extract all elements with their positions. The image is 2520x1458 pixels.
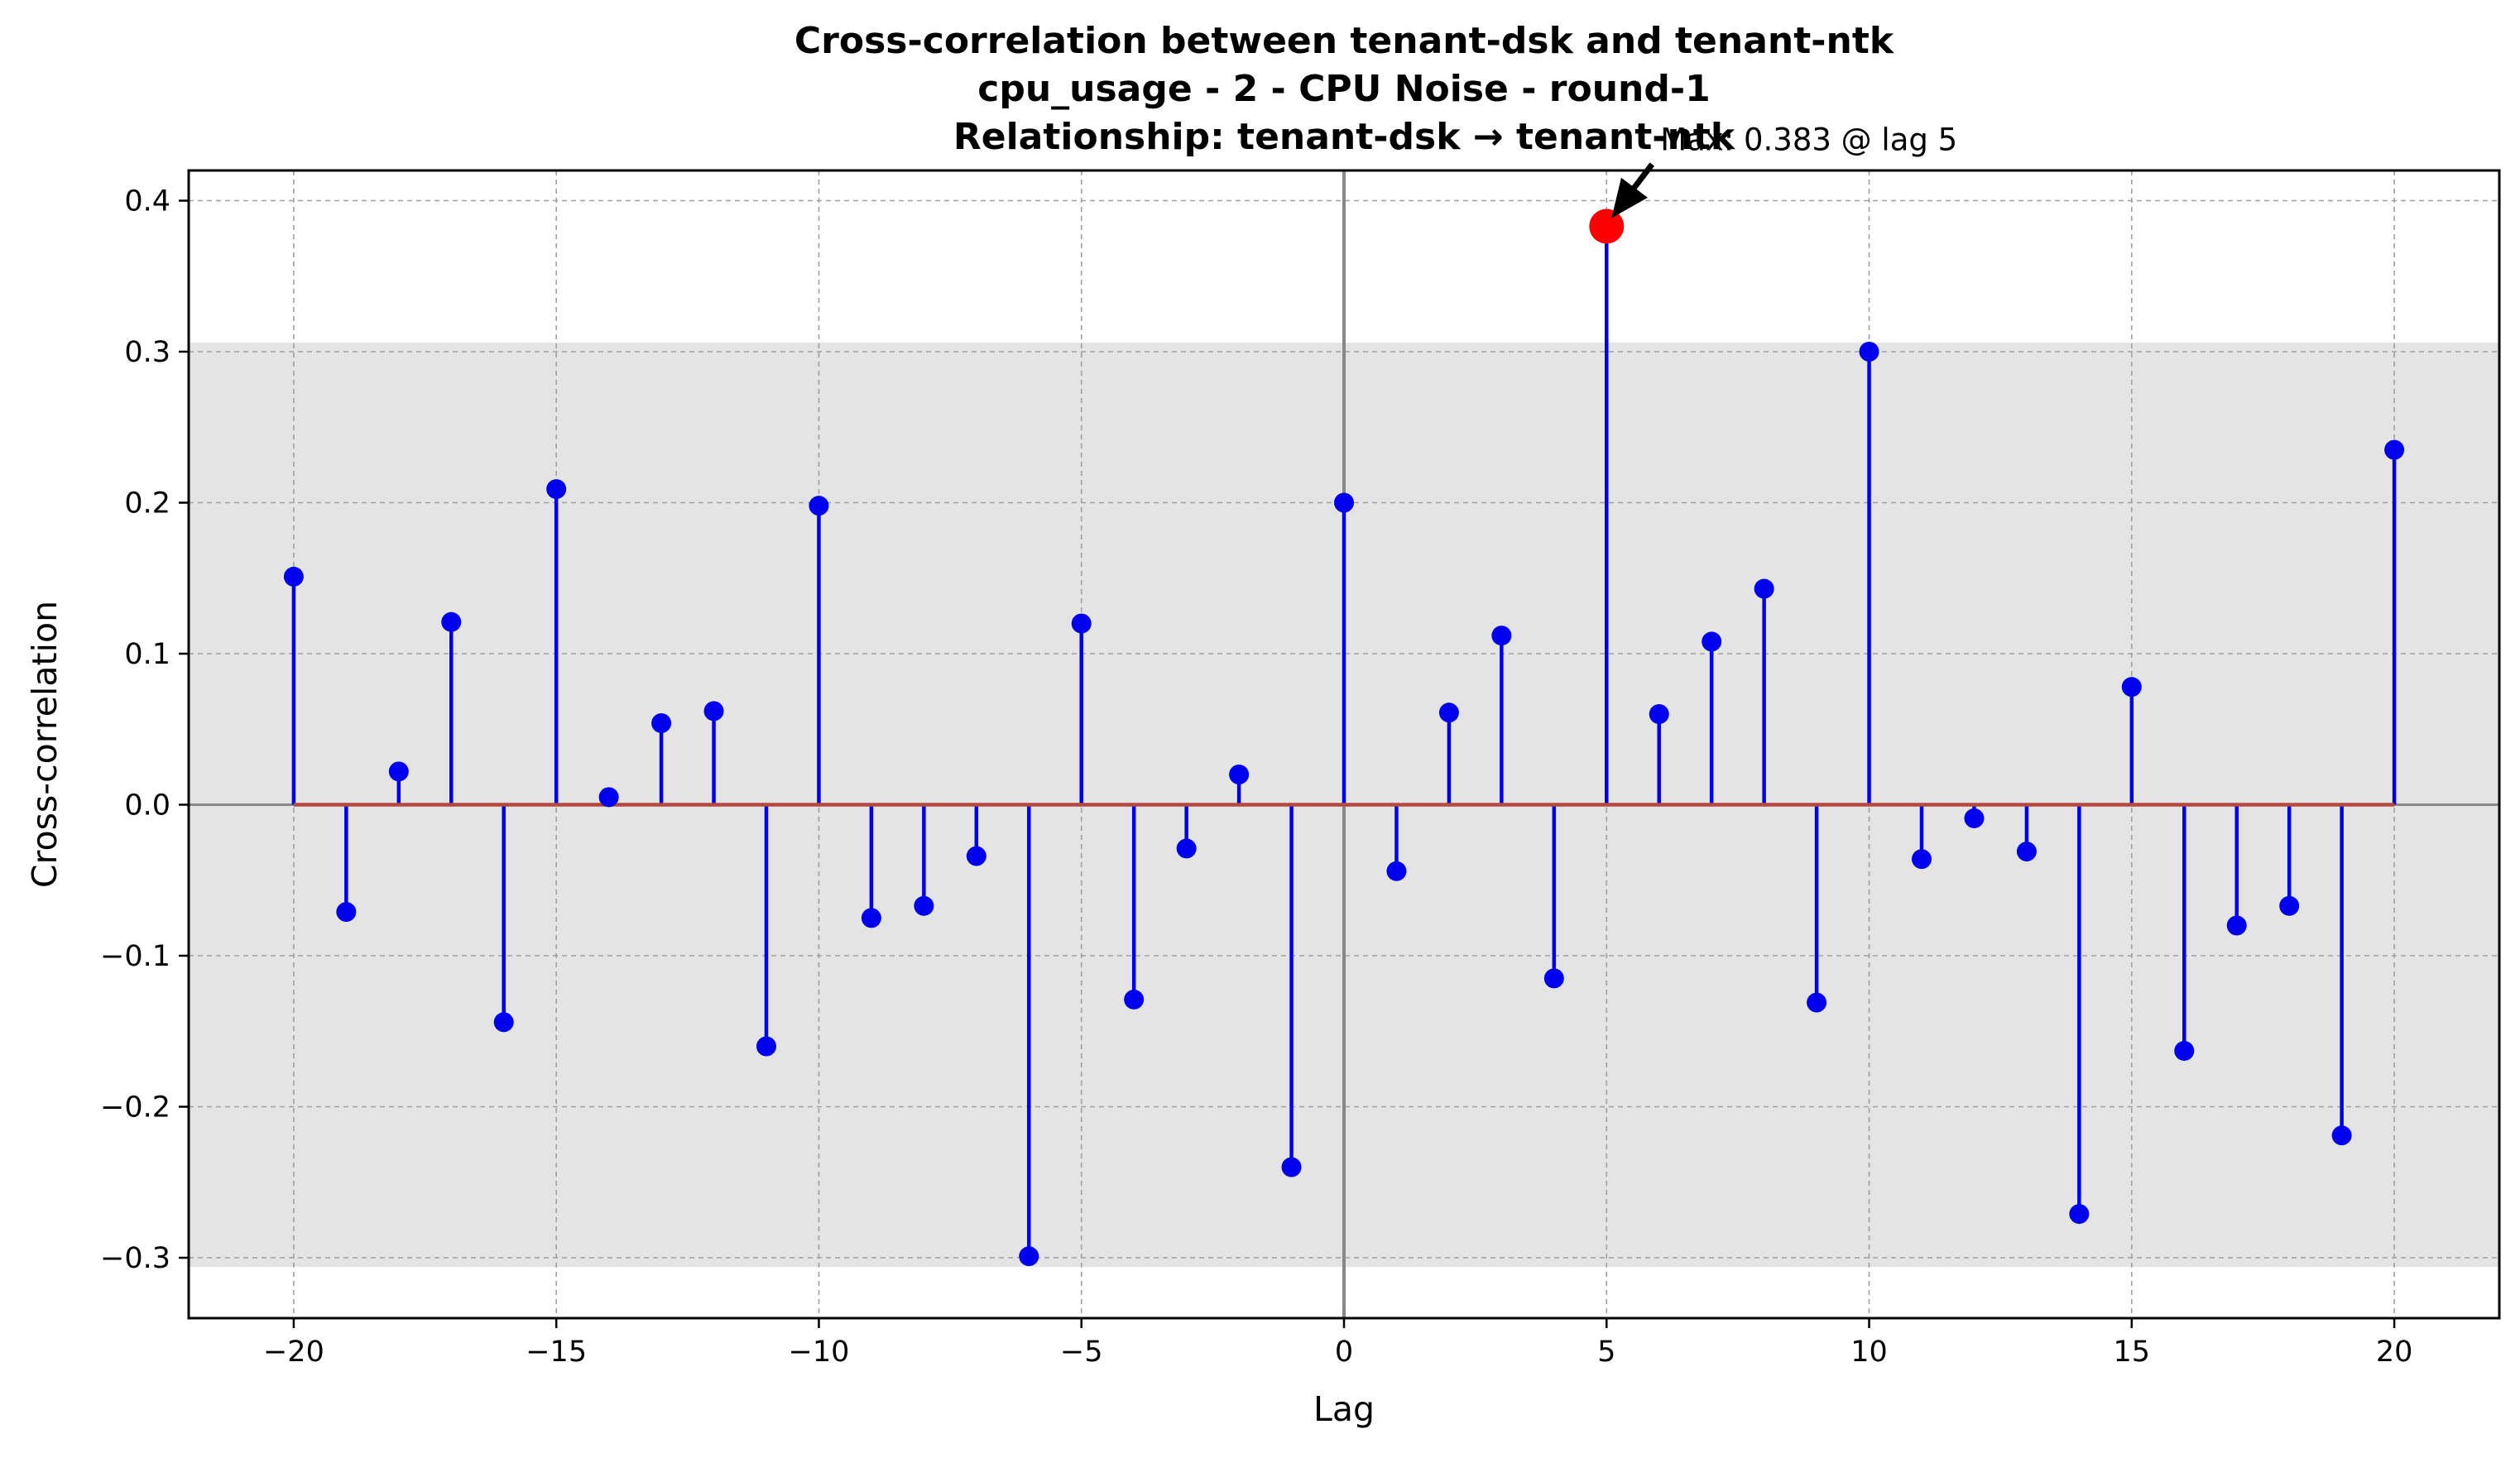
stem-marker: [283, 566, 304, 587]
annotation-arrow-head: [1611, 177, 1648, 218]
stem-marker: [1386, 861, 1407, 881]
stem-marker: [1071, 613, 1092, 634]
chart-title-line: Relationship: tenant-dsk → tenant-ntk: [953, 116, 1736, 158]
x-tick-label: −15: [526, 1336, 587, 1369]
x-tick-label: 10: [1850, 1336, 1888, 1369]
stem-marker: [756, 1036, 776, 1057]
stem-marker: [2279, 895, 2300, 916]
stem-marker: [1176, 838, 1197, 859]
stem-marker: [2121, 677, 2142, 698]
stem-marker: [914, 895, 934, 916]
stem-marker: [1491, 626, 1512, 646]
stem-marker: [1543, 968, 1564, 989]
stem-marker: [1859, 342, 1879, 362]
y-tick-label: 0.0: [124, 789, 170, 823]
stem-marker: [1229, 765, 1250, 784]
stem-marker: [1019, 1246, 1039, 1267]
y-axis-label: Cross-correlation: [25, 601, 65, 888]
x-tick-label: −20: [263, 1336, 324, 1369]
stem-marker: [1702, 631, 1722, 652]
stem-marker: [1438, 703, 1459, 723]
chart-title-line: Cross-correlation between tenant-dsk and…: [794, 20, 1895, 62]
x-tick-label: 5: [1597, 1336, 1615, 1369]
stem-marker: [2174, 1040, 2195, 1061]
stem-marker: [493, 1012, 514, 1033]
y-tick-label: −0.2: [100, 1091, 170, 1125]
stem-marker: [651, 712, 672, 733]
y-tick-label: 0.3: [124, 336, 170, 369]
x-tick-label: −5: [1060, 1336, 1103, 1369]
y-tick-label: 0.1: [124, 638, 170, 671]
y-tick-label: −0.3: [100, 1242, 170, 1275]
y-tick-label: −0.1: [100, 940, 170, 973]
stem-marker: [1912, 849, 1932, 870]
stem-marker: [336, 902, 357, 923]
stem-marker: [388, 761, 409, 782]
stem-marker: [546, 479, 567, 500]
stem-marker: [598, 787, 619, 808]
x-tick-label: −10: [789, 1336, 850, 1369]
x-tick-label: 20: [2376, 1336, 2413, 1369]
x-tick-label: 15: [2114, 1336, 2151, 1369]
stem-marker: [1281, 1157, 1302, 1177]
chart-title-line: cpu_usage - 2 - CPU Noise - round-1: [977, 68, 1710, 110]
stem-marker: [2331, 1125, 2352, 1146]
stem-marker: [966, 846, 986, 866]
max-marker: [1589, 209, 1625, 244]
stem-marker: [1754, 578, 1774, 599]
stem-marker: [2384, 439, 2405, 460]
max-annotation-label: Max: 0.383 @ lag 5: [1660, 122, 1957, 158]
x-tick-label: 0: [1335, 1336, 1353, 1369]
stem-marker: [703, 701, 724, 722]
stem-marker: [2016, 842, 2037, 862]
stem-marker: [1807, 992, 1827, 1013]
x-axis-label: Lag: [1313, 1389, 1375, 1429]
stem-marker: [1964, 808, 1985, 828]
y-tick-label: 0.4: [124, 185, 170, 218]
stem-marker: [2069, 1204, 2090, 1225]
y-tick-label: 0.2: [124, 487, 170, 520]
stem-marker: [861, 908, 881, 928]
stem-marker: [1334, 492, 1354, 513]
stem-marker: [2226, 915, 2247, 936]
stem-marker: [809, 496, 829, 516]
stem-marker: [441, 611, 462, 632]
stem-marker: [1124, 989, 1145, 1010]
stem-marker: [1649, 704, 1669, 724]
